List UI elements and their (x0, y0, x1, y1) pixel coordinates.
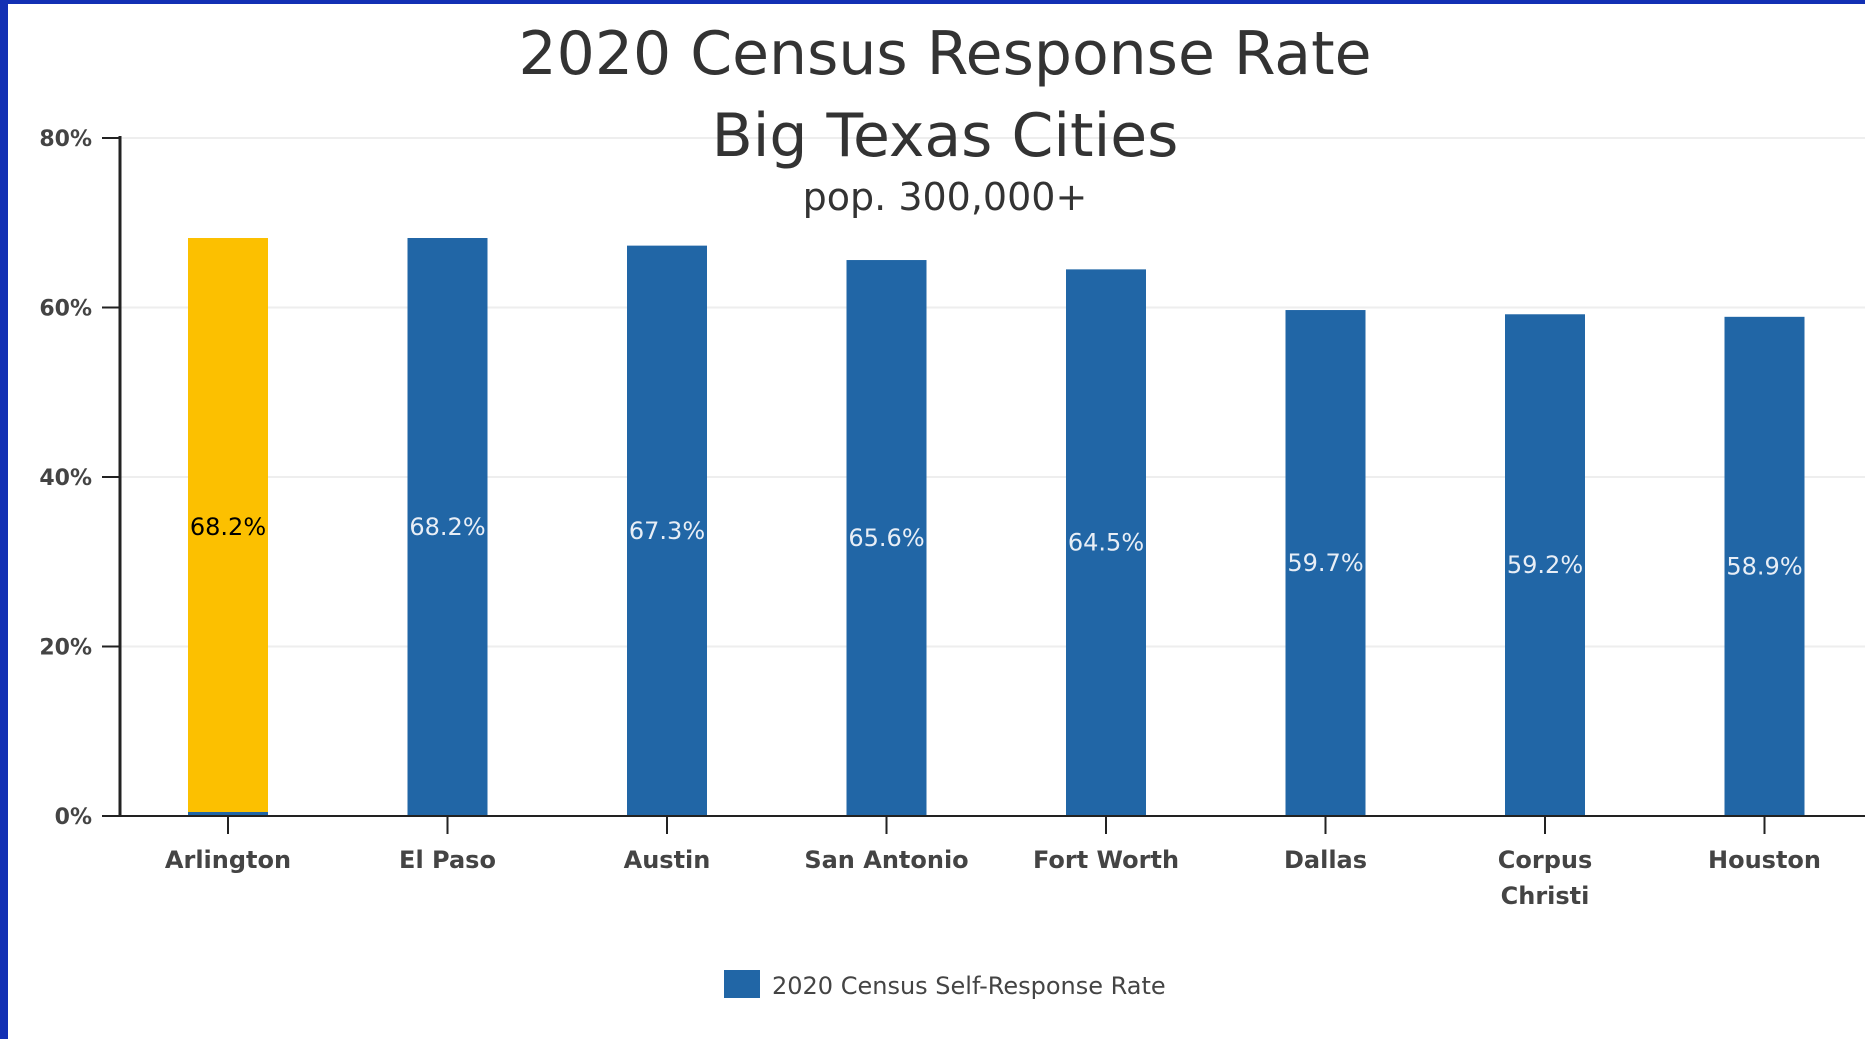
legend-swatch (724, 970, 760, 998)
bar-el-paso (407, 238, 488, 816)
x-tick-label: Fort Worth (1033, 846, 1179, 874)
x-tick-label: El Paso (399, 846, 496, 874)
x-tick-label: Arlington (165, 846, 291, 874)
bar-value-label: 64.5% (1068, 529, 1144, 557)
x-tick-label: Houston (1708, 846, 1821, 874)
chart-panel: 68.2% 68.2% 67.3% 65.6% 64.5% 59.7% 59.2% 58.9%… (8, 4, 1865, 1039)
chart-title-line2: Big Texas Cities (712, 101, 1179, 171)
y-tick-label: 40% (39, 466, 92, 491)
bar-value-label: 67.3% (629, 517, 705, 545)
bar-san-antonio (846, 260, 927, 816)
bar-austin (627, 245, 707, 816)
bar-houston (1724, 316, 1805, 816)
bar-chart: 68.2% 68.2% 67.3% 65.6% 64.5% 59.7% 59.2% 58.9%… (39, 19, 1865, 1000)
y-tick-label: 0% (55, 805, 92, 830)
legend-label: 2020 Census Self-Response Rate (772, 972, 1166, 1000)
x-tick-label: Austin (624, 846, 711, 874)
bar-base-strip (188, 812, 268, 816)
x-tick-label: Dallas (1284, 846, 1367, 874)
bar-arlington (188, 238, 268, 816)
y-tick-label: 80% (39, 127, 92, 152)
y-tick-label: 20% (39, 636, 92, 661)
bar-dallas (1285, 310, 1366, 816)
bar-value-label: 59.7% (1287, 549, 1363, 577)
bar-value-label: 65.6% (848, 524, 924, 552)
bar-value-label: 58.9% (1726, 552, 1802, 580)
x-axis-ticks: Arlington El Paso Austin San Antonio Fort Wo… (165, 816, 1821, 910)
y-axis-ticks: 0% 20% 40% 60% 80% (39, 127, 120, 830)
bar-value-labels: 68.2% 68.2% 67.3% 65.6% 64.5% 59.7% 59.2% 58.9% (190, 513, 1803, 580)
bar-value-label: 68.2% (190, 513, 266, 541)
bar-fort-worth (1066, 269, 1146, 816)
chart-title: 2020 Census Response Rate (518, 19, 1371, 89)
bar-value-label: 59.2% (1507, 551, 1583, 579)
chart-subtitle: pop. 300,000+ (803, 175, 1088, 219)
y-tick-label: 60% (39, 297, 92, 322)
bar-value-label: 68.2% (409, 513, 485, 541)
x-tick-label: Christi (1501, 882, 1590, 910)
legend: 2020 Census Self-Response Rate (724, 970, 1166, 1000)
x-tick-label: Corpus (1498, 846, 1593, 874)
x-tick-label: San Antonio (804, 846, 968, 874)
bars (188, 238, 1805, 816)
bar-corpus-christi (1505, 314, 1585, 816)
